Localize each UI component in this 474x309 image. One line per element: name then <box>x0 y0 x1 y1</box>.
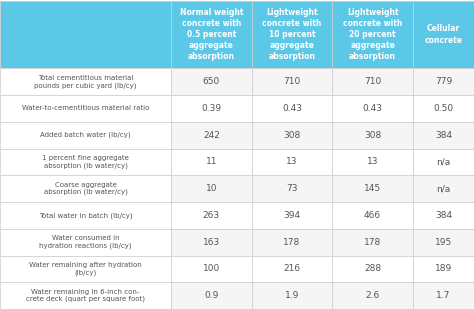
Text: Added batch water (lb/cy): Added batch water (lb/cy) <box>40 132 131 138</box>
Text: 308: 308 <box>283 131 301 140</box>
Text: 308: 308 <box>364 131 381 140</box>
Text: 0.39: 0.39 <box>201 104 221 113</box>
Text: n/a: n/a <box>437 184 451 193</box>
Bar <box>252 229 332 256</box>
Bar <box>0 95 171 122</box>
Bar <box>332 175 413 202</box>
Bar <box>171 95 252 122</box>
Text: Coarse aggregate
absorption (lb water/cy): Coarse aggregate absorption (lb water/cy… <box>44 182 128 196</box>
Bar <box>171 149 252 175</box>
Bar <box>413 68 474 95</box>
Text: 0.43: 0.43 <box>363 104 383 113</box>
Bar <box>252 1 332 68</box>
Bar <box>0 229 171 256</box>
Text: 0.50: 0.50 <box>433 104 454 113</box>
Bar <box>332 68 413 95</box>
Bar <box>252 256 332 282</box>
Bar <box>0 122 171 149</box>
Bar <box>332 122 413 149</box>
Text: 11: 11 <box>206 158 217 167</box>
Text: Total cementitious material
pounds per cubic yard (lb/cy): Total cementitious material pounds per c… <box>34 75 137 88</box>
Text: 394: 394 <box>283 211 301 220</box>
Bar <box>413 229 474 256</box>
Bar <box>252 202 332 229</box>
Text: Total water in batch (lb/cy): Total water in batch (lb/cy) <box>39 212 132 219</box>
Text: 216: 216 <box>283 265 301 273</box>
Bar <box>413 1 474 68</box>
Bar <box>332 282 413 309</box>
Text: 384: 384 <box>435 131 452 140</box>
Bar <box>0 1 171 68</box>
Bar <box>332 1 413 68</box>
Text: 384: 384 <box>435 211 452 220</box>
Bar <box>252 95 332 122</box>
Text: 0.9: 0.9 <box>204 291 219 300</box>
Bar <box>171 282 252 309</box>
Text: 10: 10 <box>206 184 217 193</box>
Text: Lightweight
concrete with
10 percent
aggregate
absorption: Lightweight concrete with 10 percent agg… <box>262 8 322 61</box>
Text: 1.9: 1.9 <box>285 291 299 300</box>
Text: 189: 189 <box>435 265 452 273</box>
Bar <box>413 149 474 175</box>
Text: 178: 178 <box>364 238 381 247</box>
Text: Normal weight
concrete with
0.5 percent
aggregate
absorption: Normal weight concrete with 0.5 percent … <box>180 8 243 61</box>
Text: 1 percent fine aggregate
absorption (lb water/cy): 1 percent fine aggregate absorption (lb … <box>42 155 129 169</box>
Text: 145: 145 <box>364 184 381 193</box>
Text: 263: 263 <box>203 211 220 220</box>
Text: 2.6: 2.6 <box>365 291 380 300</box>
Bar <box>332 149 413 175</box>
Bar <box>332 256 413 282</box>
Bar <box>0 202 171 229</box>
Text: 0.43: 0.43 <box>282 104 302 113</box>
Text: 163: 163 <box>203 238 220 247</box>
Bar <box>413 122 474 149</box>
Bar <box>0 282 171 309</box>
Text: 710: 710 <box>283 77 301 86</box>
Bar <box>171 229 252 256</box>
Bar <box>171 68 252 95</box>
Text: 100: 100 <box>203 265 220 273</box>
Text: 13: 13 <box>286 158 298 167</box>
Bar <box>252 149 332 175</box>
Text: 650: 650 <box>203 77 220 86</box>
Text: 288: 288 <box>364 265 381 273</box>
Bar <box>0 175 171 202</box>
Bar <box>0 149 171 175</box>
Bar <box>252 282 332 309</box>
Bar <box>332 202 413 229</box>
Bar <box>252 68 332 95</box>
Text: Water remaining in 6-inch con-
crete deck (quart per square foot): Water remaining in 6-inch con- crete dec… <box>26 289 145 303</box>
Text: Water remaining after hydration
(lb/cy): Water remaining after hydration (lb/cy) <box>29 262 142 276</box>
Bar <box>413 256 474 282</box>
Bar <box>413 282 474 309</box>
Bar <box>413 175 474 202</box>
Text: 710: 710 <box>364 77 381 86</box>
Bar <box>171 122 252 149</box>
Text: 178: 178 <box>283 238 301 247</box>
Bar <box>252 122 332 149</box>
Text: Cellular
concrete: Cellular concrete <box>424 24 463 44</box>
Text: Water-to-cementitious material ratio: Water-to-cementitious material ratio <box>22 105 149 112</box>
Bar <box>171 1 252 68</box>
Bar <box>413 95 474 122</box>
Text: 195: 195 <box>435 238 452 247</box>
Bar <box>413 202 474 229</box>
Text: 242: 242 <box>203 131 220 140</box>
Text: 1.7: 1.7 <box>436 291 451 300</box>
Text: 779: 779 <box>435 77 452 86</box>
Text: n/a: n/a <box>437 158 451 167</box>
Bar <box>171 202 252 229</box>
Bar <box>171 256 252 282</box>
Bar <box>332 95 413 122</box>
Text: 466: 466 <box>364 211 381 220</box>
Text: 73: 73 <box>286 184 298 193</box>
Bar <box>171 175 252 202</box>
Bar <box>0 68 171 95</box>
Text: 13: 13 <box>367 158 378 167</box>
Text: Water consumed in
hydration reactions (lb/cy): Water consumed in hydration reactions (l… <box>39 235 132 249</box>
Bar <box>0 256 171 282</box>
Text: Lightweight
concrete with
20 percent
aggregate
absorption: Lightweight concrete with 20 percent agg… <box>343 8 402 61</box>
Bar <box>332 229 413 256</box>
Bar <box>252 175 332 202</box>
